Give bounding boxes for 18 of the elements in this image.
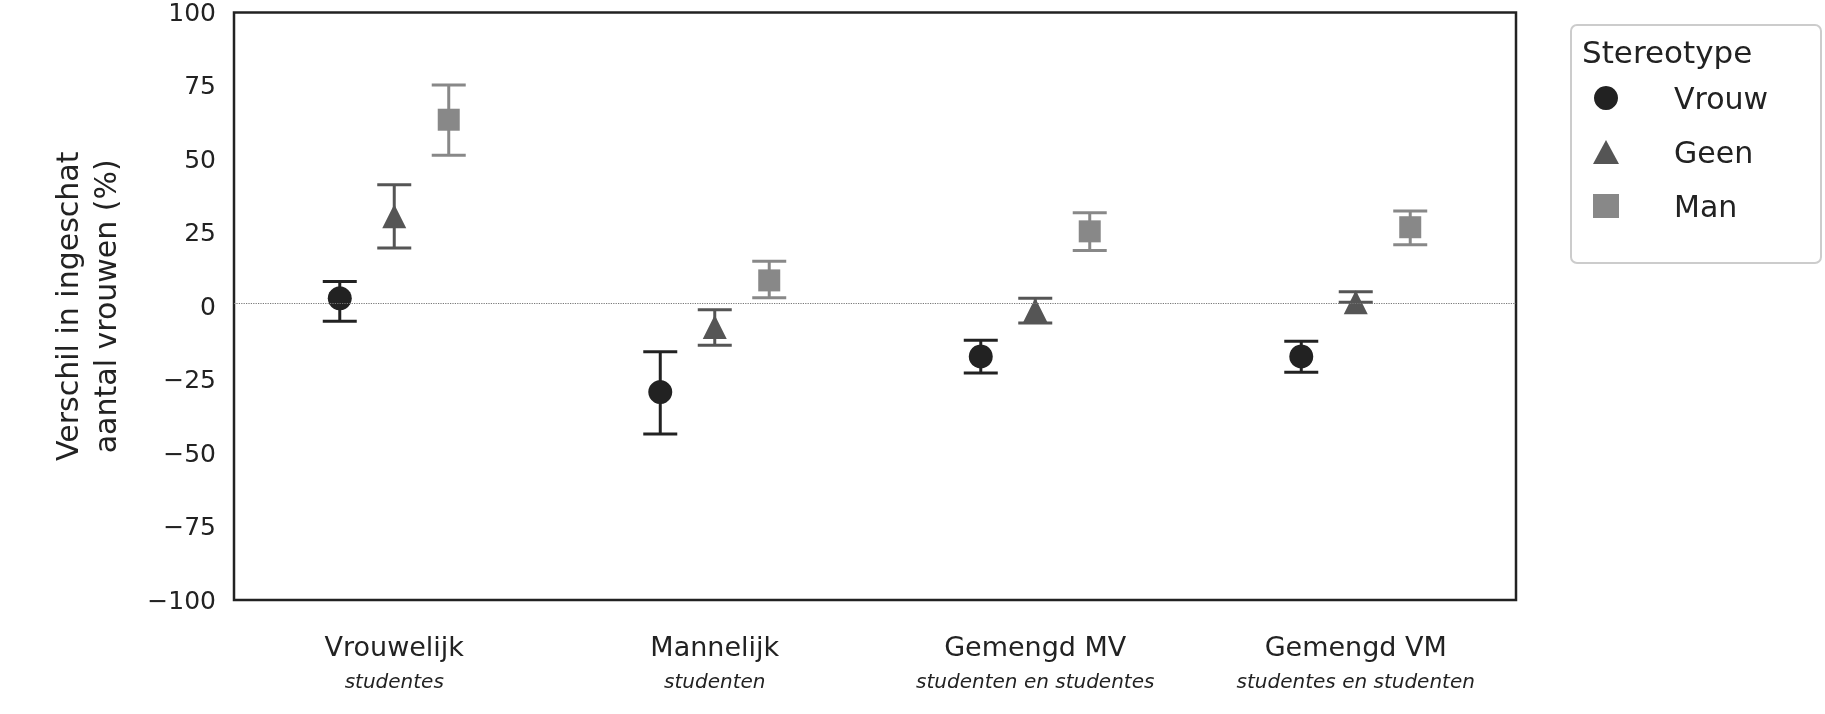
y-tick-label: 50 bbox=[184, 144, 216, 174]
y-axis-title: Verschil in ingeschat aantal vrouwen (%) bbox=[49, 151, 123, 461]
y-tick-label: −25 bbox=[163, 365, 216, 395]
y-tick-label: −100 bbox=[147, 585, 216, 615]
y-tick-label: 75 bbox=[184, 71, 216, 101]
y-tick-label: 0 bbox=[200, 291, 216, 321]
y-tick-label: −75 bbox=[163, 512, 216, 542]
x-tick-label: Gemengd MV studenten en studentes bbox=[916, 630, 1155, 693]
legend-label: Man bbox=[1674, 188, 1738, 224]
legend-label: Vrouw bbox=[1674, 80, 1769, 116]
y-tick-label: 100 bbox=[168, 0, 216, 27]
legend-title: Stereotype bbox=[1582, 33, 1753, 70]
legend-label: Geen bbox=[1674, 134, 1754, 170]
x-tick-label: Gemengd VM studentes en studenten bbox=[1236, 630, 1475, 693]
y-tick-label: −50 bbox=[163, 438, 216, 468]
x-tick-label: Vrouwelijk studentes bbox=[324, 630, 465, 693]
x-tick-label: Mannelijk studenten bbox=[650, 630, 780, 693]
y-tick-label: 25 bbox=[184, 218, 216, 248]
